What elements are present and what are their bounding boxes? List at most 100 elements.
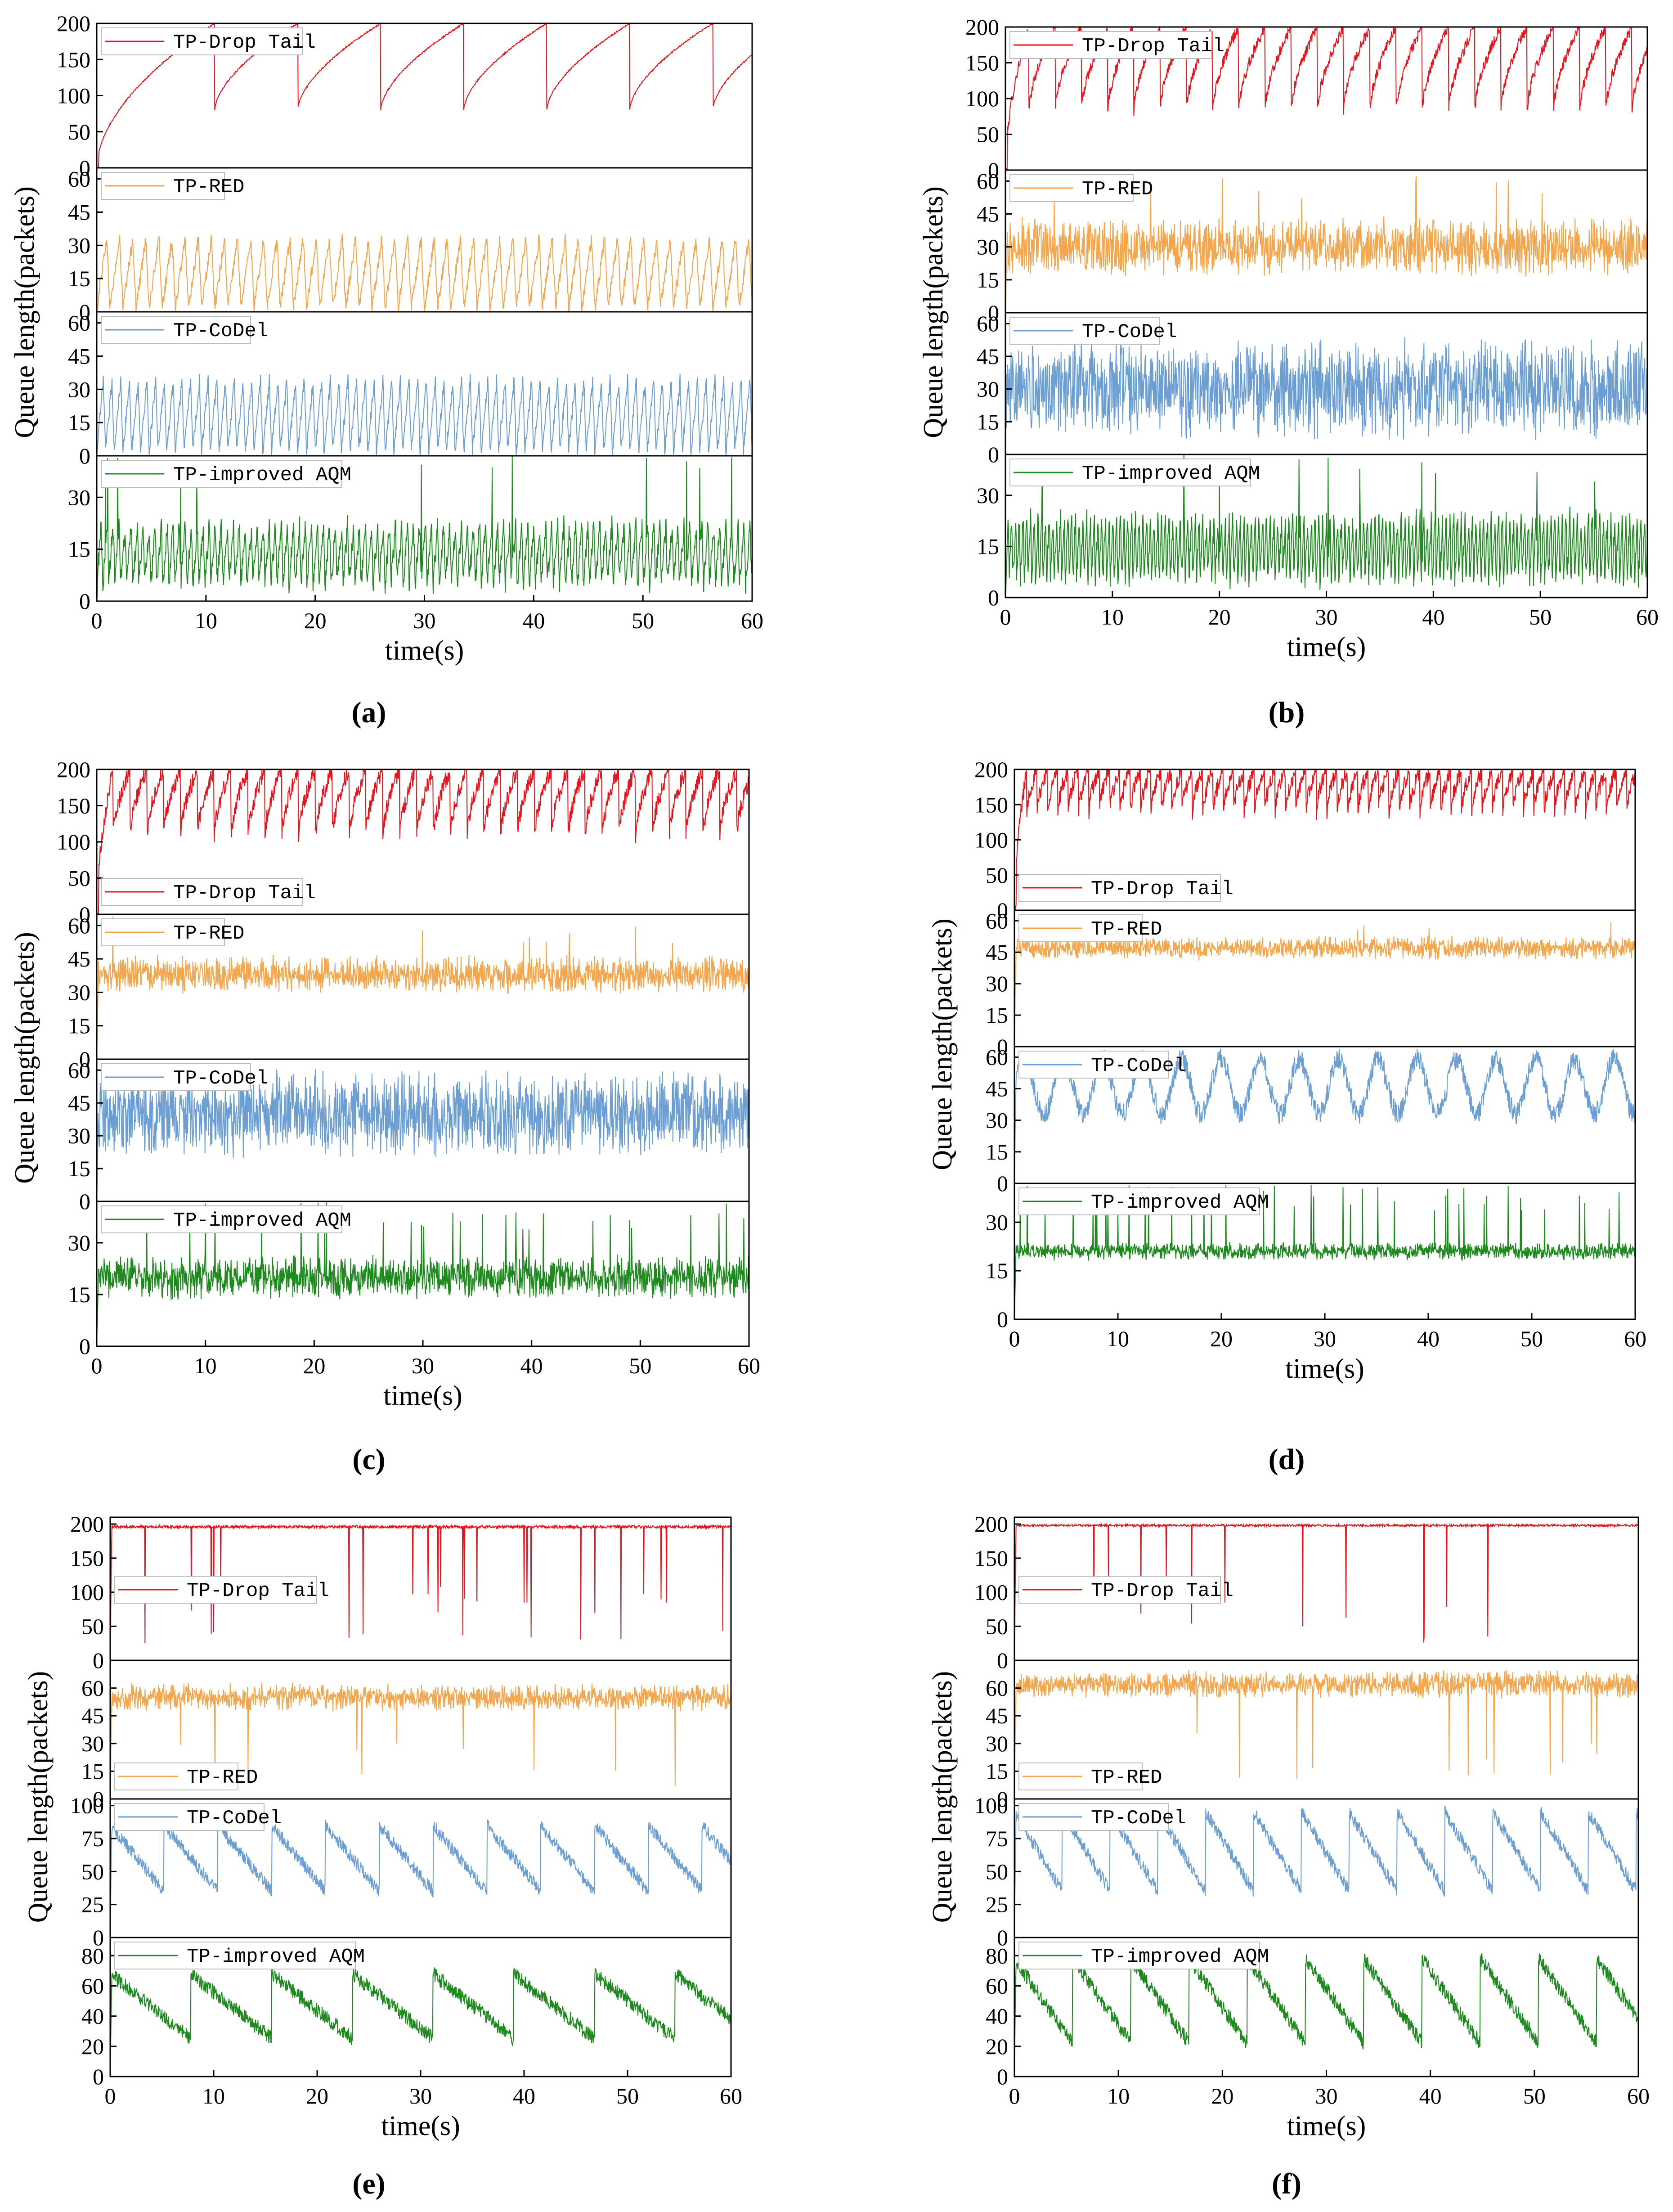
y-tick-label: 0 bbox=[79, 1047, 90, 1072]
subplot-drop-tail: 0 50 100 150 200 TP-Drop Tail bbox=[974, 757, 1636, 923]
y-tick-label: 60 bbox=[977, 311, 999, 336]
y-tick-label: 30 bbox=[986, 1108, 1008, 1133]
y-tick-label: 0 bbox=[988, 585, 999, 610]
y-tick-label: 15 bbox=[986, 1139, 1008, 1164]
y-tick-label: 30 bbox=[68, 233, 90, 258]
y-tick-label: 15 bbox=[986, 1258, 1008, 1283]
y-tick-label: 200 bbox=[965, 14, 999, 40]
x-axis-label: time(s) bbox=[381, 2111, 460, 2141]
y-tick-label: 0 bbox=[988, 157, 999, 183]
y-tick-label: 50 bbox=[986, 1859, 1008, 1884]
series-line-improved-aqm bbox=[1014, 1951, 1638, 2077]
y-tick-label: 200 bbox=[974, 757, 1008, 782]
y-tick-label: 0 bbox=[988, 442, 999, 467]
y-tick-label: 80 bbox=[986, 1943, 1008, 1968]
y-axis-label: Queue length(packets) bbox=[9, 186, 40, 438]
x-tick-label: 60 bbox=[738, 1353, 760, 1378]
subplot-drop-tail: 0 50 100 150 200 TP-Drop Tail bbox=[974, 1511, 1639, 1673]
x-tick-label: 0 bbox=[105, 2083, 116, 2109]
y-tick-label: 60 bbox=[68, 310, 90, 336]
y-tick-label: 200 bbox=[57, 11, 90, 36]
x-tick-label: 30 bbox=[413, 608, 436, 633]
y-tick-label: 30 bbox=[977, 377, 999, 402]
y-tick-label: 40 bbox=[81, 2004, 104, 2029]
y-tick-label: 0 bbox=[997, 2064, 1008, 2089]
x-tick-label: 0 bbox=[1000, 604, 1011, 629]
legend-label: TP-CoDel bbox=[1091, 1807, 1186, 1830]
x-tick-label: 30 bbox=[412, 1353, 434, 1378]
subplot-drop-tail: 0 50 100 150 200 TP-Drop Tail bbox=[70, 1511, 732, 1673]
y-tick-label: 150 bbox=[974, 1546, 1008, 1571]
legend-label: TP-CoDel bbox=[1082, 321, 1177, 343]
y-tick-label: 15 bbox=[68, 410, 90, 435]
y-tick-label: 15 bbox=[977, 534, 999, 559]
y-tick-label: 150 bbox=[57, 47, 90, 72]
y-tick-label: 45 bbox=[986, 1076, 1008, 1102]
y-tick-label: 15 bbox=[977, 267, 999, 292]
x-tick-label: 10 bbox=[1107, 1326, 1129, 1351]
y-tick-label: 100 bbox=[70, 1793, 104, 1818]
y-tick-label: 15 bbox=[977, 409, 999, 434]
x-tick-label: 60 bbox=[1636, 604, 1659, 629]
y-axis-label: Queue length(packets) bbox=[23, 1671, 54, 1923]
series-line-drop-tail bbox=[97, 769, 749, 914]
y-tick-label: 0 bbox=[997, 1925, 1008, 1950]
y-tick-label: 150 bbox=[974, 792, 1008, 817]
subplot-codel: 0 25 50 75 100 TP-CoDel bbox=[974, 1793, 1639, 1950]
x-tick-label: 60 bbox=[741, 608, 763, 633]
y-tick-label: 60 bbox=[977, 168, 999, 193]
y-tick-label: 60 bbox=[68, 913, 90, 938]
y-tick-label: 0 bbox=[997, 1034, 1008, 1059]
series-line-codel bbox=[1014, 1049, 1635, 1183]
legend-label: TP-Drop Tail bbox=[187, 1580, 329, 1602]
subplot-drop-tail: 0 50 100 150 200 TP-Drop Tail bbox=[57, 11, 753, 180]
y-tick-label: 30 bbox=[68, 377, 90, 402]
series-line-improved-aqm bbox=[97, 456, 752, 601]
x-tick-label: 0 bbox=[1009, 2083, 1020, 2109]
x-tick-label: 20 bbox=[1211, 2083, 1233, 2109]
y-tick-label: 25 bbox=[81, 1892, 104, 1917]
y-tick-label: 100 bbox=[974, 1793, 1008, 1818]
series-line-red bbox=[97, 916, 749, 1059]
x-tick-label: 40 bbox=[1417, 1326, 1440, 1351]
y-axis-label: Queue length(packets) bbox=[927, 1671, 958, 1923]
y-tick-label: 15 bbox=[68, 1013, 90, 1039]
legend-label: TP-RED bbox=[1091, 918, 1162, 941]
panel-label: (d) bbox=[1269, 1443, 1305, 1476]
series-line-drop-tail bbox=[1014, 1523, 1638, 1660]
x-tick-label: 0 bbox=[1009, 1326, 1020, 1351]
y-tick-label: 60 bbox=[986, 1044, 1008, 1070]
x-tick-label: 20 bbox=[306, 2083, 328, 2109]
y-tick-label: 150 bbox=[57, 793, 90, 818]
y-tick-label: 150 bbox=[965, 50, 999, 76]
x-tick-label: 40 bbox=[520, 1353, 543, 1378]
y-tick-label: 0 bbox=[79, 589, 90, 614]
y-tick-label: 45 bbox=[986, 1703, 1008, 1728]
y-tick-label: 0 bbox=[93, 1925, 104, 1950]
x-tick-label: 10 bbox=[1101, 604, 1124, 629]
series-line-improved-aqm bbox=[97, 1201, 749, 1346]
series-line-red bbox=[110, 1682, 731, 1799]
y-tick-label: 60 bbox=[986, 1676, 1008, 1701]
x-tick-label: 10 bbox=[202, 2083, 225, 2109]
series-line-drop-tail bbox=[1014, 769, 1635, 910]
legend-label: TP-RED bbox=[187, 1767, 258, 1789]
y-tick-label: 50 bbox=[68, 119, 90, 144]
panel-label: (e) bbox=[352, 2167, 385, 2200]
y-tick-label: 0 bbox=[93, 1648, 104, 1673]
legend-label: TP-Drop Tail bbox=[173, 882, 316, 904]
subplot-improved-aqm: 0 15 30 TP-improved AQM bbox=[977, 454, 1648, 610]
y-tick-label: 50 bbox=[986, 1614, 1008, 1639]
y-tick-label: 0 bbox=[79, 1334, 90, 1359]
legend-label: TP-improved AQM bbox=[1091, 1191, 1269, 1214]
x-tick-label: 20 bbox=[304, 608, 327, 633]
subplot-codel: 0 25 50 75 100 TP-CoDel bbox=[70, 1793, 732, 1950]
y-tick-label: 100 bbox=[974, 827, 1008, 853]
y-axis-label: Queue length(packets) bbox=[927, 918, 958, 1170]
legend-label: TP-CoDel bbox=[187, 1807, 282, 1830]
x-tick-label: 50 bbox=[629, 1353, 651, 1378]
legend-label: TP-improved AQM bbox=[1091, 1946, 1269, 1968]
